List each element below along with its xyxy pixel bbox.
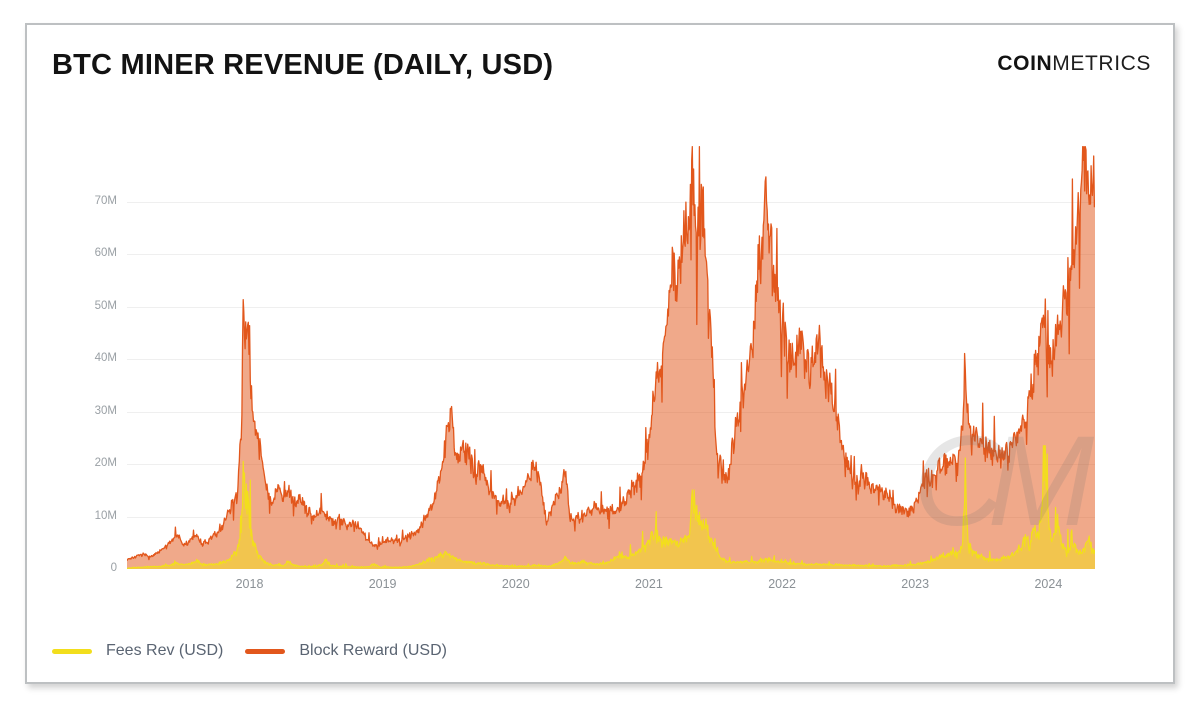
gridline-30M [127,411,1095,413]
legend-item-fees-rev[interactable]: Fees Rev (USD) [52,642,223,660]
y-axis-label-10M: 10M [94,509,117,522]
gridline-20M [127,464,1095,466]
y-axis-label-30M: 30M [94,404,117,417]
x-axis-label-2022: 2022 [768,577,796,591]
gridline-60M [127,254,1095,256]
legend-label-fees-rev: Fees Rev (USD) [106,642,224,659]
x-axis-label-2021: 2021 [634,577,663,591]
gridline-40M [127,359,1095,361]
gridline-70M [127,201,1095,203]
fees-rev-swatch-icon [52,648,92,654]
x-axis-label-2024: 2024 [1034,577,1063,591]
x-axis-label-2019: 2019 [368,577,397,591]
x-axis-label-2020: 2020 [501,577,530,591]
legend-label-block-reward: Block Reward (USD) [299,642,447,659]
y-axis-label-70M: 70M [94,194,117,207]
fees-rev-line [127,445,1095,569]
y-axis-label-20M: 20M [94,457,117,470]
x-axis-label-2018: 2018 [235,577,264,591]
block-reward-area [127,146,1095,569]
y-axis-label-40M: 40M [94,352,117,365]
logo-coin-text: COIN [997,52,1053,75]
y-axis-label-60M: 60M [94,247,117,260]
plot-area: CM [127,132,1095,569]
legend-item-block-reward[interactable]: Block Reward (USD) [245,642,447,660]
area-chart-svg [127,146,1095,569]
x-axis-label-2023: 2023 [901,577,930,591]
coinmetrics-logo: COINMETRICS [997,52,1151,76]
cm-watermark: CM [913,410,1094,553]
chart-title: BTC MINER REVENUE (DAILY, USD) [52,49,554,81]
logo-metrics-text: METRICS [1052,52,1151,75]
gridline-50M [127,306,1095,308]
legend: Fees Rev (USD) Block Reward (USD) [52,635,469,667]
block-reward-swatch-icon [245,648,286,654]
y-axis-label-50M: 50M [94,299,117,312]
y-axis-label-0: 0 [110,562,117,574]
chart-card: BTC MINER REVENUE (DAILY, USD) COINMETRI… [25,23,1175,684]
block-reward-line [127,146,1095,561]
